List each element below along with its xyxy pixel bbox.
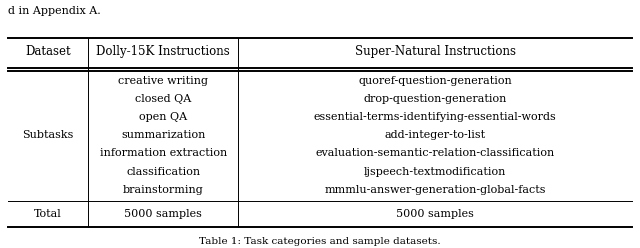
- Text: summarization: summarization: [121, 130, 205, 140]
- Text: d in Appendix A.: d in Appendix A.: [8, 6, 100, 16]
- Text: 5000 samples: 5000 samples: [124, 209, 202, 219]
- Text: Total: Total: [34, 209, 62, 219]
- Text: Super-Natural Instructions: Super-Natural Instructions: [355, 45, 516, 58]
- Text: Dataset: Dataset: [25, 45, 71, 58]
- Text: add-integer-to-list: add-integer-to-list: [385, 130, 486, 140]
- Text: drop-question-generation: drop-question-generation: [364, 94, 507, 104]
- Text: classification: classification: [126, 167, 200, 177]
- Text: closed QA: closed QA: [135, 94, 191, 104]
- Text: ljspeech-textmodification: ljspeech-textmodification: [364, 167, 506, 177]
- Text: Dolly-15K Instructions: Dolly-15K Instructions: [97, 45, 230, 58]
- Text: mmmlu-answer-generation-global-facts: mmmlu-answer-generation-global-facts: [324, 185, 546, 195]
- Text: evaluation-semantic-relation-classification: evaluation-semantic-relation-classificat…: [316, 148, 555, 158]
- Text: 5000 samples: 5000 samples: [396, 209, 474, 219]
- Text: information extraction: information extraction: [100, 148, 227, 158]
- Text: creative writing: creative writing: [118, 76, 208, 86]
- Text: quoref-question-generation: quoref-question-generation: [358, 76, 512, 86]
- Text: open QA: open QA: [139, 112, 188, 122]
- Text: essential-terms-identifying-essential-words: essential-terms-identifying-essential-wo…: [314, 112, 557, 122]
- Text: Subtasks: Subtasks: [22, 130, 74, 140]
- Text: brainstorming: brainstorming: [123, 185, 204, 195]
- Text: Table 1: Task categories and sample datasets.: Table 1: Task categories and sample data…: [199, 237, 441, 246]
